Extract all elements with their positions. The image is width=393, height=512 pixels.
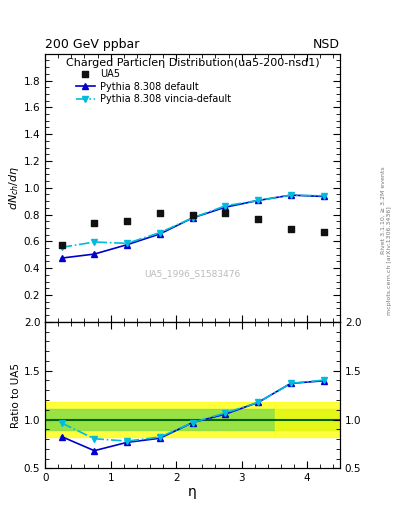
Text: UA5_1996_S1583476: UA5_1996_S1583476 [145,269,241,278]
Pythia 8.308 default [223,204,228,210]
Y-axis label: Ratio to UA5: Ratio to UA5 [11,362,21,428]
Bar [275,402,340,437]
Text: Charged Particleη Distribution(ua5-200-nsd1): Charged Particleη Distribution(ua5-200-n… [66,58,320,68]
Pythia 8.308 vincia-default [223,203,228,209]
UA5 [91,219,97,227]
Pythia 8.308 vincia-default [190,215,195,221]
UA5 [124,217,130,225]
Pythia 8.308 default [288,192,293,198]
Text: 200 GeV ppbar: 200 GeV ppbar [45,38,140,51]
UA5 [59,241,65,249]
Pythia 8.308 default [92,251,97,257]
Pythia 8.308 vincia-default [288,192,293,198]
Pythia 8.308 default [256,198,261,204]
Pythia 8.308 vincia-default [321,193,326,199]
Pythia 8.308 vincia-default [59,244,64,250]
Pythia 8.308 default [125,242,129,248]
Text: NSD: NSD [313,38,340,51]
UA5 [222,209,228,217]
Line: Pythia 8.308 vincia-default: Pythia 8.308 vincia-default [59,192,327,250]
Bar [45,409,340,430]
Text: Rivet 3.1.10, ≥ 3.2M events: Rivet 3.1.10, ≥ 3.2M events [381,166,386,254]
Pythia 8.308 default [321,194,326,200]
X-axis label: η: η [188,485,197,499]
Pythia 8.308 vincia-default [125,240,129,246]
UA5 [288,225,294,233]
Pythia 8.308 default [59,255,64,261]
Pythia 8.308 vincia-default [158,229,162,236]
Pythia 8.308 vincia-default [256,198,261,204]
Text: mcplots.cern.ch [arXiv:1306.3436]: mcplots.cern.ch [arXiv:1306.3436] [387,207,391,315]
UA5 [189,210,196,219]
Pythia 8.308 vincia-default [92,239,97,245]
UA5 [320,228,327,236]
Legend: UA5, Pythia 8.308 default, Pythia 8.308 vincia-default: UA5, Pythia 8.308 default, Pythia 8.308 … [73,67,233,106]
UA5 [255,215,261,223]
UA5 [157,209,163,217]
Pythia 8.308 default [190,215,195,221]
Y-axis label: $dN_{ch}/d\eta$: $dN_{ch}/d\eta$ [7,165,21,210]
Pythia 8.308 default [158,231,162,237]
Line: Pythia 8.308 default: Pythia 8.308 default [59,192,327,261]
Bar [45,402,275,437]
